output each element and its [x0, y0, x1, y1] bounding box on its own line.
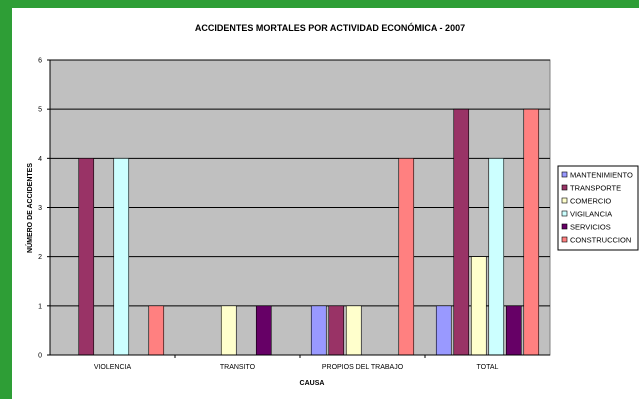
y-tick-label: 3	[38, 205, 42, 212]
y-axis-label: NÚMERO DE ACCIDENTES	[25, 163, 34, 253]
y-tick-label: 5	[38, 107, 42, 114]
bar-mantenimiento-3	[435, 305, 452, 356]
bar-construccion-2	[398, 158, 415, 356]
legend-swatch-transporte	[561, 184, 568, 191]
legend-label-servicios: SERVICIOS	[570, 223, 611, 232]
y-tick-label: 6	[38, 58, 42, 65]
x-tick-label: PROPIOS DEL TRABAJO	[322, 364, 404, 371]
bar-mantenimiento-2	[310, 305, 327, 356]
bar-vigilancia-0	[113, 158, 130, 356]
bar-transporte-3	[453, 108, 470, 356]
x-axis-label: CAUSA	[300, 380, 325, 387]
bar-transporte-0	[78, 158, 95, 356]
bar-comercio-3	[470, 256, 487, 356]
bar-servicios-3	[505, 305, 522, 356]
legend-swatch-comercio	[561, 197, 568, 204]
legend-swatch-servicios	[561, 223, 568, 230]
bar-servicios-1	[255, 305, 272, 356]
y-tick-label: 0	[38, 353, 42, 360]
bar-comercio-1	[220, 305, 237, 356]
bar-vigilancia-3	[488, 158, 505, 356]
x-tick-label: TOTAL	[477, 364, 499, 371]
bar-construccion-3	[523, 108, 540, 356]
legend-label-vigilancia: VIGILANCIA	[570, 210, 612, 219]
legend-label-comercio: COMERCIO	[570, 197, 611, 206]
bar-construccion-0	[148, 305, 165, 356]
chart-frame: ACCIDENTES MORTALES POR ACTIVIDAD ECONÓM…	[12, 8, 639, 399]
legend-swatch-mantenimiento	[561, 171, 568, 178]
legend-label-mantenimiento: MANTENIMIENTO	[570, 171, 633, 180]
chart-title: ACCIDENTES MORTALES POR ACTIVIDAD ECONÓM…	[195, 22, 465, 33]
legend-label-construccion: CONSTRUCCION	[570, 236, 631, 245]
y-tick-label: 4	[38, 156, 42, 163]
legend-label-transporte: TRANSPORTE	[570, 184, 621, 193]
x-tick-label: VIOLENCIA	[94, 364, 132, 371]
legend-swatch-construccion	[561, 236, 568, 243]
legend-box	[557, 165, 639, 251]
bar-transporte-2	[328, 305, 345, 356]
legend-swatch-vigilancia	[561, 210, 568, 217]
bar-chart: ACCIDENTES MORTALES POR ACTIVIDAD ECONÓM…	[25, 22, 639, 387]
bar-comercio-2	[345, 305, 362, 356]
y-tick-label: 1	[38, 303, 42, 310]
x-tick-label: TRANSITO	[220, 364, 256, 371]
y-tick-label: 2	[38, 254, 42, 261]
